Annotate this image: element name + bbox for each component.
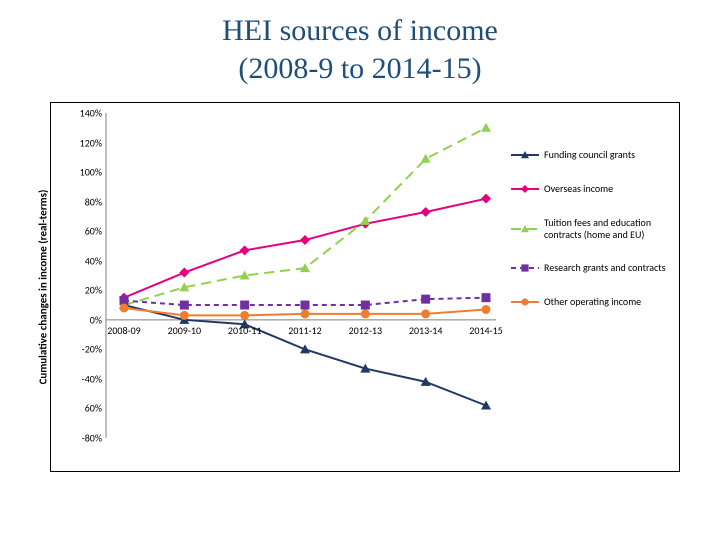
y-tick-label: 40% <box>85 254 102 267</box>
legend-item: Other operating income <box>511 296 671 308</box>
legend-swatch <box>511 149 539 161</box>
y-tick-label: 140% <box>80 107 102 120</box>
y-tick-label: -20% <box>82 343 102 356</box>
y-tick-label: 80% <box>85 195 102 208</box>
legend-swatch <box>511 183 539 195</box>
title-line-2: (2008-9 to 2014-15) <box>238 52 481 85</box>
y-tick-label: 60% <box>85 402 102 415</box>
legend-item: Research grants and contracts <box>511 262 671 274</box>
legend-item: Funding council grants <box>511 149 671 161</box>
chart-container: Cumulative changes in income (real-terms… <box>50 102 680 472</box>
legend-label: Overseas income <box>544 183 613 195</box>
legend-label: Research grants and contracts <box>544 262 666 274</box>
x-tick-label: 2008-09 <box>107 324 140 337</box>
plot-area: 140%120%100%80%60%40%20%0%-20%-40%60%-80… <box>106 113 496 438</box>
y-axis-label: Cumulative changes in income (real-terms… <box>37 190 50 385</box>
line-chart-svg <box>106 113 496 438</box>
y-tick-label: -80% <box>82 432 102 445</box>
x-tick-label: 2013-14 <box>409 324 442 337</box>
y-tick-label: 60% <box>85 225 102 238</box>
legend-label: Tuition fees and education contracts (ho… <box>544 217 671 240</box>
legend: Funding council grants Overseas income Tui… <box>511 149 671 330</box>
legend-label: Funding council grants <box>544 149 635 161</box>
x-tick-label: 2014-15 <box>469 324 502 337</box>
legend-item: Tuition fees and education contracts (ho… <box>511 217 671 240</box>
legend-swatch <box>511 296 539 308</box>
x-tick-label: 2011-12 <box>288 324 321 337</box>
y-tick-label: -40% <box>82 372 102 385</box>
y-tick-label: 120% <box>80 136 102 149</box>
y-tick-label: 0% <box>90 313 102 326</box>
page-title: HEI sources of income (2008-9 to 2014-15… <box>0 0 720 87</box>
title-line-1: HEI sources of income <box>222 14 498 47</box>
x-tick-label: 2012-13 <box>349 324 382 337</box>
legend-swatch <box>511 262 539 274</box>
legend-label: Other operating income <box>544 296 641 308</box>
slide: HEI sources of income (2008-9 to 2014-15… <box>0 0 720 540</box>
x-tick-label: 2009-10 <box>168 324 201 337</box>
x-tick-label: 2010-11 <box>228 324 261 337</box>
legend-item: Overseas income <box>511 183 671 195</box>
legend-swatch <box>511 223 539 235</box>
y-tick-label: 100% <box>80 166 102 179</box>
y-tick-label: 20% <box>85 284 102 297</box>
